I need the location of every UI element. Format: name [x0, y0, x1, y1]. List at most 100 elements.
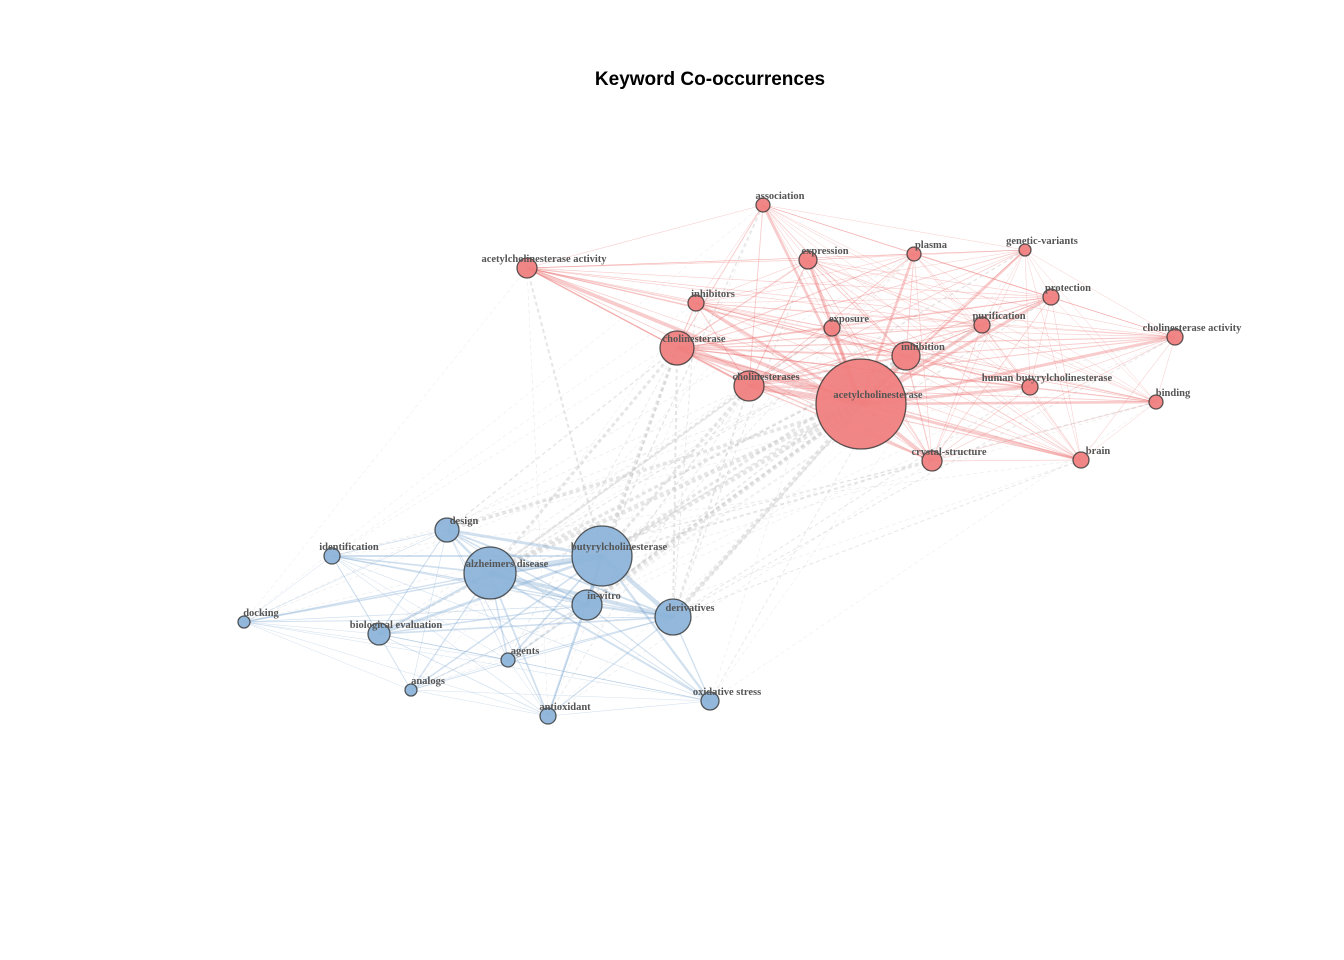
edge [600, 401, 863, 559]
edge [695, 249, 1026, 304]
nodes: association expression plasma genetic-varia… [237, 191, 1243, 725]
edge [1050, 296, 1082, 461]
edge [526, 267, 1157, 403]
edge [981, 324, 1031, 388]
edge [410, 604, 588, 691]
edge [243, 621, 412, 691]
edge [586, 604, 711, 702]
edge [547, 385, 750, 717]
edge [410, 689, 711, 702]
node [367, 622, 391, 646]
node-label: purification [972, 311, 1025, 322]
edge [695, 302, 833, 329]
edge [762, 204, 1082, 461]
edge [748, 385, 1082, 461]
node [571, 525, 633, 587]
node-label: in-vitro [587, 591, 621, 602]
node [1166, 328, 1184, 346]
edge [905, 249, 1026, 357]
edge [586, 253, 915, 606]
edge [547, 616, 674, 717]
edge [748, 259, 809, 387]
edge [676, 296, 1052, 349]
node [1018, 243, 1032, 257]
edge [526, 267, 603, 557]
edge [507, 604, 588, 661]
edge [547, 324, 983, 717]
edge [507, 253, 915, 661]
edge [762, 204, 833, 329]
node-label: expression [801, 246, 848, 257]
edge [331, 555, 588, 606]
edge [807, 259, 907, 357]
node-label: antioxidant [539, 702, 591, 713]
edge [243, 555, 603, 623]
edge [1050, 296, 1176, 338]
edge [378, 633, 549, 717]
edge [762, 204, 1026, 251]
node [815, 358, 907, 450]
node [500, 652, 516, 668]
edge [831, 253, 915, 329]
edge [676, 253, 915, 349]
node [921, 450, 943, 472]
edge [331, 555, 412, 691]
node-label: oxidative stress [693, 687, 761, 698]
edge [331, 529, 448, 557]
node-label: association [755, 191, 804, 202]
node-label: derivatives [666, 603, 715, 614]
edge [410, 302, 697, 691]
edge [831, 296, 1052, 329]
edge [410, 689, 549, 717]
edge [526, 267, 678, 349]
edge [586, 355, 907, 606]
edge [905, 336, 1176, 357]
edge [526, 267, 983, 326]
edge [709, 327, 833, 702]
edge [331, 555, 380, 635]
edge [671, 347, 679, 618]
edge [410, 659, 509, 691]
edge [243, 555, 333, 623]
edge [762, 204, 983, 326]
node [434, 517, 460, 543]
node [733, 370, 765, 402]
edge [913, 253, 983, 326]
node-label: inhibitors [691, 289, 735, 300]
edge [676, 347, 907, 357]
node-label: crystal-structure [911, 447, 986, 458]
node-label: cholinesterase activity [1143, 323, 1243, 334]
edge [695, 302, 1031, 388]
edge [676, 204, 764, 349]
node [798, 250, 818, 270]
edge [695, 302, 907, 357]
edge [378, 633, 509, 661]
node [891, 341, 921, 371]
node [654, 598, 692, 636]
edge [860, 400, 1157, 406]
edge [931, 336, 1176, 462]
node [323, 547, 341, 565]
edge [807, 259, 1031, 388]
edge [446, 529, 588, 606]
edge [905, 253, 915, 357]
edge [526, 267, 907, 357]
edge [931, 249, 1026, 462]
edge [507, 659, 549, 717]
edge [931, 459, 1082, 462]
edge [905, 355, 1082, 461]
edge [378, 529, 448, 635]
edge [672, 385, 750, 618]
edge [243, 604, 588, 623]
edge [526, 204, 764, 269]
edge [1024, 249, 1082, 461]
node-label: agents [511, 646, 540, 657]
edge [526, 267, 1176, 338]
edge [489, 384, 750, 575]
edge [526, 267, 1082, 461]
node-label: protection [1045, 283, 1091, 294]
edge [331, 555, 509, 661]
edge [489, 401, 862, 576]
edge [676, 347, 933, 462]
node-label: brain [1086, 446, 1111, 457]
